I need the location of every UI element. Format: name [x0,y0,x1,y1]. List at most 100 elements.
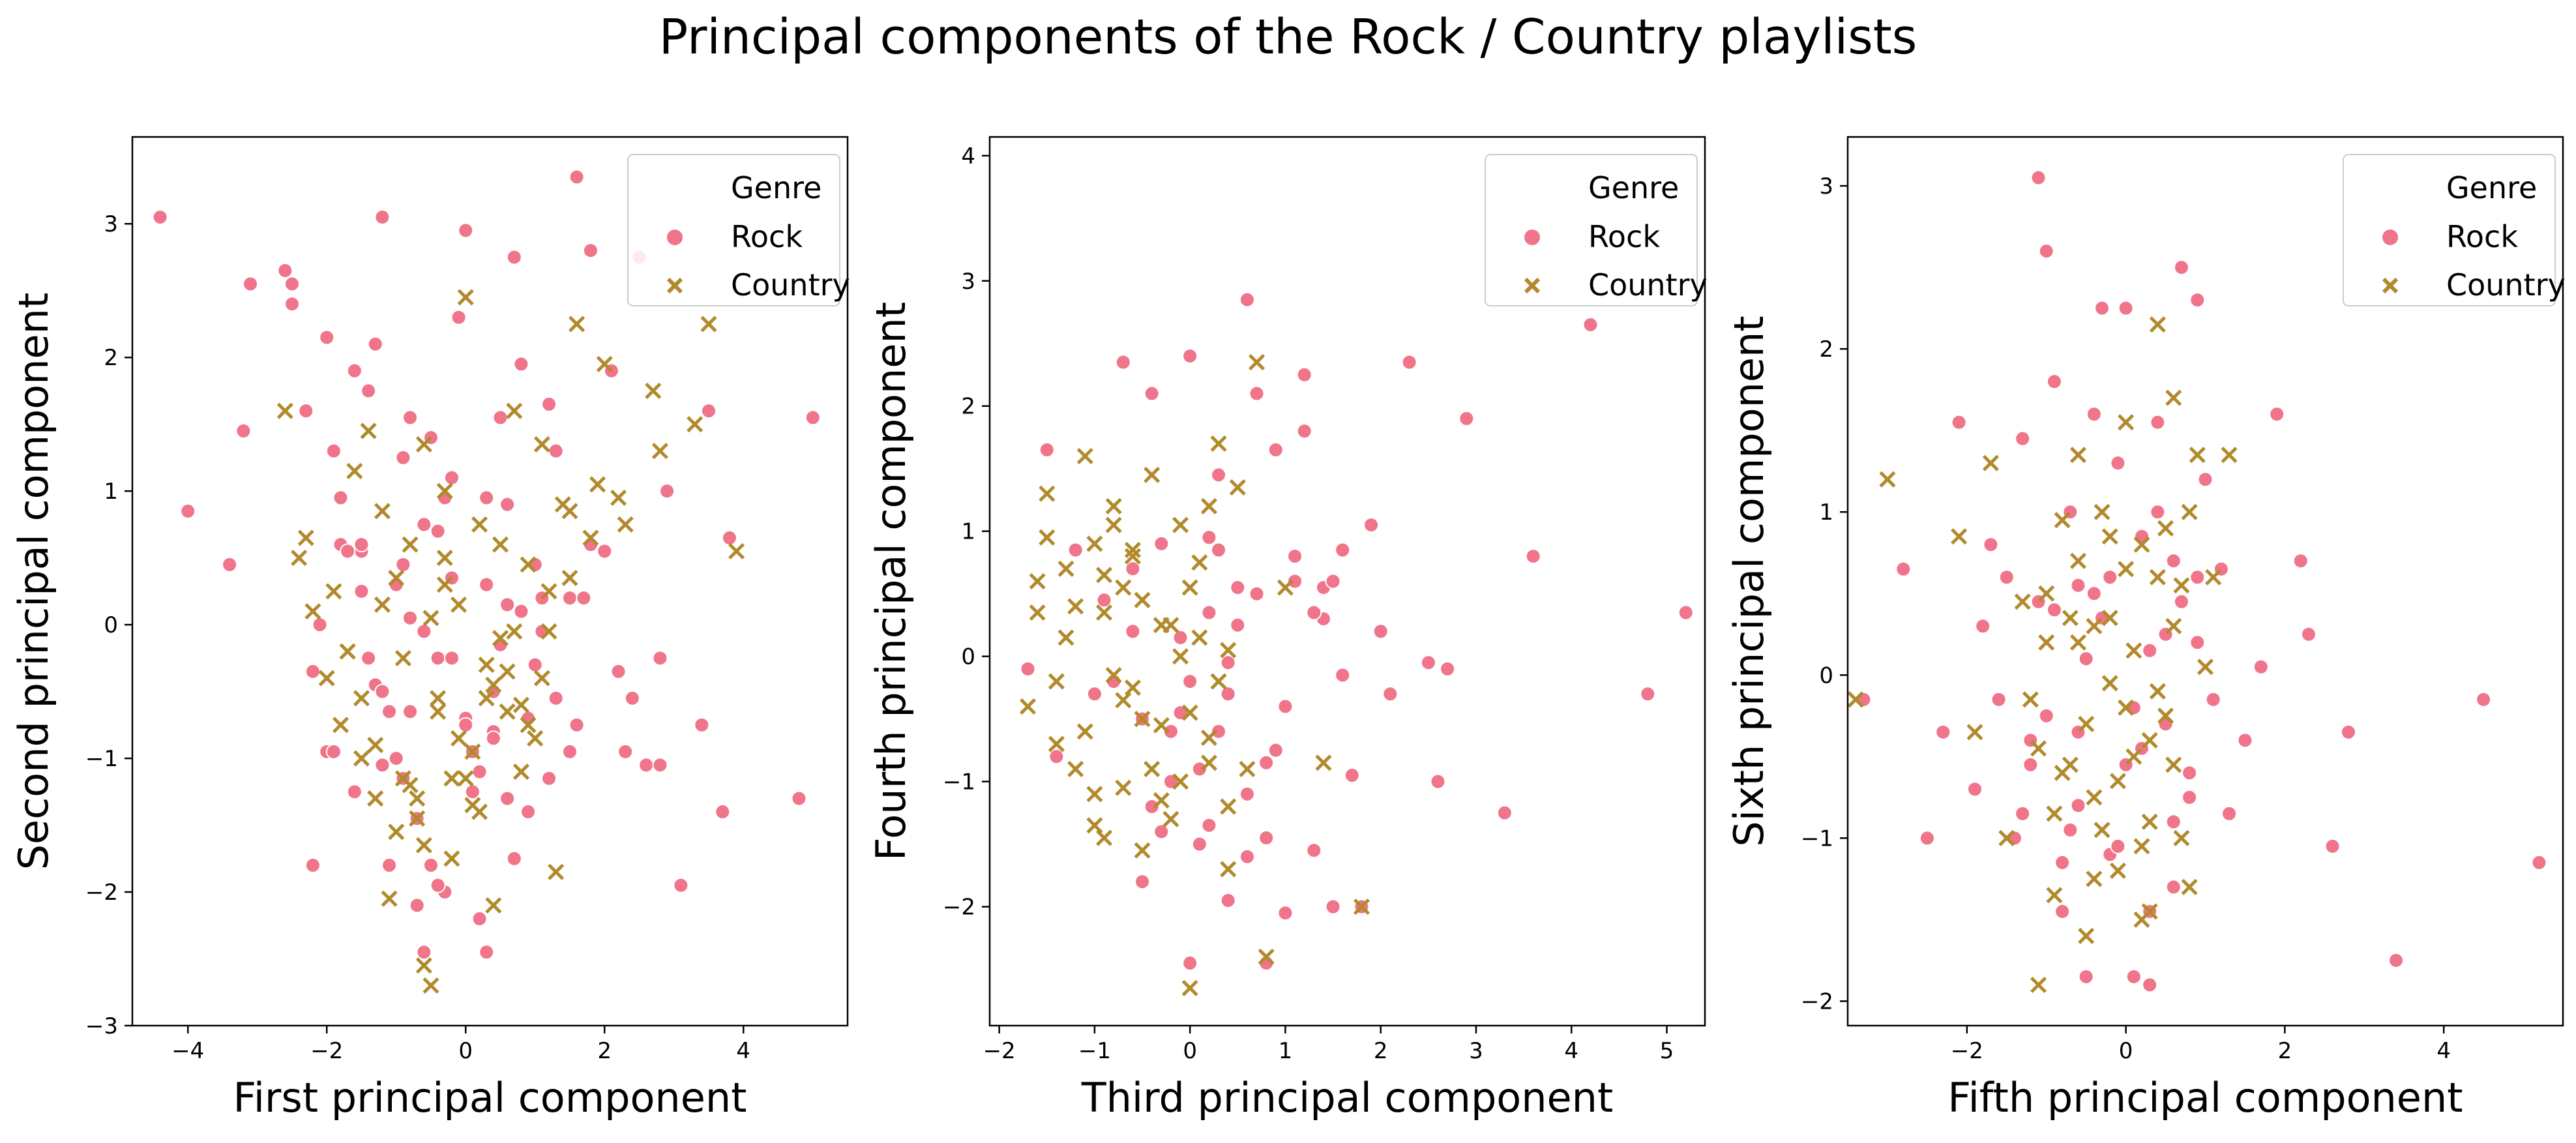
country-point [520,556,537,573]
country-point [2022,691,2039,708]
country-point [1210,435,1227,452]
country-point [2149,569,2166,586]
country-point [533,436,550,453]
rock-point [700,403,717,419]
rock-point [2189,569,2206,586]
country-point [1258,948,1275,965]
x-tick-label: −4 [171,1038,204,1064]
country-point [512,764,529,780]
rock-point [624,690,640,706]
rock-point [1382,686,1399,702]
legend-rock-marker [666,228,684,246]
rock-point [1440,661,1456,677]
rock-point [1678,604,1694,621]
country-point [485,676,502,693]
country-point [1134,842,1151,859]
country-point [506,402,523,419]
rock-point [1230,617,1246,633]
y-tick-label: 2 [104,345,118,371]
rock-point [1975,618,1991,634]
rock-point [451,309,467,325]
rock-point [2253,659,2269,675]
country-point [2141,813,2158,830]
rock-point [1039,441,1055,458]
country-point [1058,560,1074,577]
rock-point [1998,569,2015,586]
country-point [1039,529,1056,546]
country-point [2181,878,2198,895]
country-point [430,703,447,720]
rock-point [2125,968,2142,985]
country-point [1048,673,1065,690]
country-legend-label: Country [2446,267,2566,303]
rock-point [2038,707,2054,724]
rock-point [319,329,335,346]
rock-point [443,650,460,666]
rock-point [2150,414,2166,430]
country-point [2086,789,2103,806]
legend-country-marker [2382,277,2399,294]
country-point [2125,642,2142,659]
rock-point [2086,586,2102,602]
rock-point [1153,535,1170,552]
country-point [1086,535,1103,552]
rock-point [1230,580,1246,596]
rock-point [1895,561,1912,577]
rock-point [1306,842,1322,859]
rock-point [1296,366,1312,383]
legend-title: Genre [731,170,822,205]
rock-point [2118,300,2134,316]
rock-point [506,249,522,265]
rock-point [1967,781,1983,797]
rock-point [1211,542,1227,558]
rock-point [2340,724,2356,740]
rock-point [1191,761,1207,777]
country-point [276,402,293,419]
country-point [464,797,481,814]
country-point [506,623,523,640]
country-point [1095,829,1113,846]
rock-point [402,610,419,626]
rock-point [430,877,446,893]
country-point [2133,838,2150,855]
x-tick-label: 0 [458,1038,473,1064]
rock-point [513,603,529,619]
rock-point [2030,170,2047,186]
country-point [1095,567,1113,584]
rock-point [1325,898,1341,915]
x-tick-label: 4 [1564,1038,1578,1064]
rock-point [2086,406,2102,423]
rock-point [513,356,529,372]
country-point [2069,634,2087,651]
rock-point [1134,874,1151,890]
rock-point [2189,292,2206,308]
rock-point [805,409,821,426]
rock-point [527,657,543,673]
rock-point [1525,548,1541,565]
country-point [2030,740,2047,757]
country-point [1200,729,1217,746]
country-point [436,482,453,499]
country-point [1172,516,1189,533]
country-point [367,790,384,807]
rock-point [1325,573,1341,589]
rock-point [1249,385,1265,402]
rock-point [1182,348,1198,364]
legend-country-marker [666,277,683,294]
figure-title: Principal components of the Rock / Count… [659,9,1917,65]
legend-rock-marker [2381,228,2399,246]
rock-point [2165,814,2182,830]
country-point [1181,704,1198,721]
country-point [1048,735,1065,752]
chart-panel-2: −2 −1 0 1 2 3 4 5 −2 −1 0 1 2 3 4 Third principal compo… [867,136,1708,1121]
rock-point [1430,773,1446,790]
rock-point [582,243,599,259]
country-point [2086,870,2103,887]
data-points [1019,291,1694,996]
country-point [617,516,634,533]
rock-point [346,363,363,379]
y-tick-label: −1 [943,769,975,795]
country-point [1153,717,1170,734]
rock-point [1306,604,1322,621]
x-axis-label: Third principal component [1081,1074,1614,1121]
